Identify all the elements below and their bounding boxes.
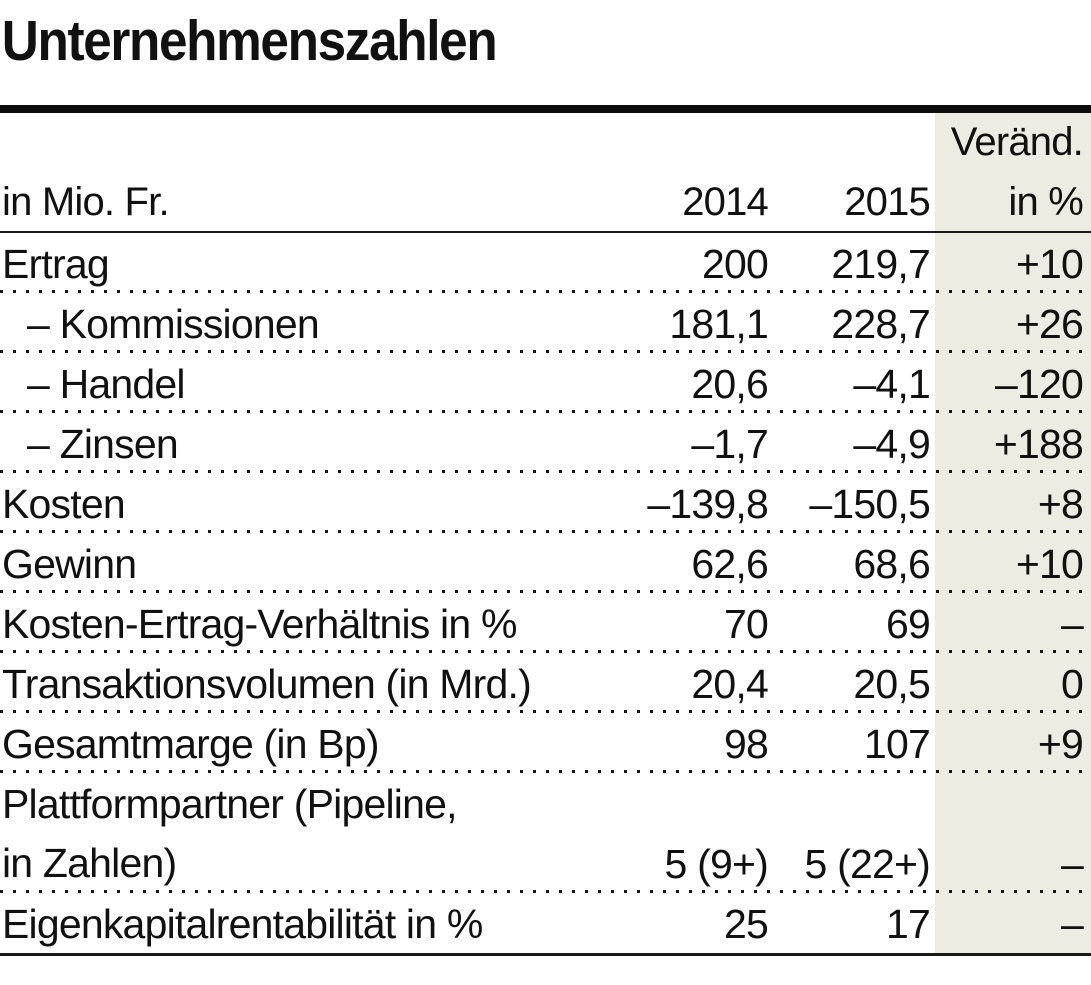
value-2015: 5 (22+) [804,841,931,887]
value-change: –120 [994,361,1084,407]
table-row-gewinn: Gewinn 62,6 68,6 +10 [0,533,1091,593]
value-change: +8 [1037,481,1084,527]
value-2015: –150,5 [809,481,930,527]
value-2014: 5 (9+) [664,841,769,887]
value-change: +10 [1015,241,1084,287]
value-2014: –139,8 [647,481,768,527]
table-row-transaktionsvolumen: Transaktionsvolumen (in Mrd.) 20,4 20,5 … [0,653,1091,713]
value-2014: –1,7 [691,421,768,467]
value-2014: 25 [723,901,769,947]
data-table: Veränd. in Mio. Fr. 2014 2015 in % Ertra… [0,113,1091,956]
row-label-line1: Plattformpartner (Pipeline, [2,781,457,827]
value-2014: 70 [723,601,769,647]
column-header-unit: in Mio. Fr. [2,180,170,224]
value-change: +10 [1015,541,1084,587]
column-header-change-line1: Veränd. [950,120,1084,164]
value-2015: 20,5 [853,661,930,707]
value-change: +9 [1037,721,1084,767]
value-2015: 69 [885,601,931,647]
table-row-kosten-ertrag-verhaeltnis: Kosten-Ertrag-Verhältnis in % 70 69 – [0,593,1091,653]
row-label: Kosten [2,481,126,527]
table-row-plattformpartner: Plattformpartner (Pipeline, in Zahlen) 5… [0,773,1091,893]
value-2014: 20,6 [691,361,768,407]
table-row-zinsen: – Zinsen –1,7 –4,9 +188 [0,413,1091,473]
value-2015: –4,9 [853,421,930,467]
row-label: Ertrag [2,241,110,287]
value-change: +26 [1015,301,1084,347]
table-row-ertrag: Ertrag 200 219,7 +10 [0,233,1091,293]
value-change: +188 [993,421,1084,467]
table-header-row-1: Veränd. [0,113,1091,171]
table-row-gesamtmarge: Gesamtmarge (in Bp) 98 107 +9 [0,713,1091,773]
value-2015: 17 [885,901,931,947]
page-title: Unternehmenszahlen [1,9,498,73]
table-header-row-2: in Mio. Fr. 2014 2015 in % [0,171,1091,233]
value-2014: 181,1 [669,301,768,347]
row-label: Transaktionsvolumen (in Mrd.) [2,661,532,707]
column-header-2014: 2014 [682,180,769,224]
value-change: – [1060,601,1084,647]
table-row-eigenkapitalrentabilitaet: Eigenkapitalrentabilität in % 25 17 – [0,893,1091,953]
row-label: – Kommissionen [27,301,320,347]
value-change: 0 [1060,661,1084,707]
row-label-line2: in Zahlen) [2,840,177,886]
value-2015: 107 [863,721,931,767]
row-label: Gewinn [2,541,137,587]
row-label: – Zinsen [27,421,179,467]
row-label: Plattformpartner (Pipeline, in Zahlen) [0,775,598,893]
value-2014: 62,6 [691,541,768,587]
row-label: Kosten-Ertrag-Verhältnis in % [2,601,517,647]
value-2015: 68,6 [853,541,930,587]
column-header-change-line2: in % [1008,180,1083,224]
row-label: – Handel [27,361,186,407]
value-2015: 219,7 [831,241,930,287]
value-2014: 200 [701,241,769,287]
value-2015: 228,7 [831,301,930,347]
title-divider-rule [0,105,1091,113]
value-change: – [1060,901,1084,947]
value-2015: –4,1 [853,361,930,407]
column-header-2015: 2015 [844,180,931,224]
row-label: Eigenkapitalrentabilität in % [2,901,483,947]
table-row-handel: – Handel 20,6 –4,1 –120 [0,353,1091,413]
value-2014: 20,4 [691,661,768,707]
value-change: – [1060,841,1084,887]
row-label: Gesamtmarge (in Bp) [2,721,380,767]
table-row-kommissionen: – Kommissionen 181,1 228,7 +26 [0,293,1091,353]
table-row-kosten: Kosten –139,8 –150,5 +8 [0,473,1091,533]
value-2014: 98 [723,721,769,767]
